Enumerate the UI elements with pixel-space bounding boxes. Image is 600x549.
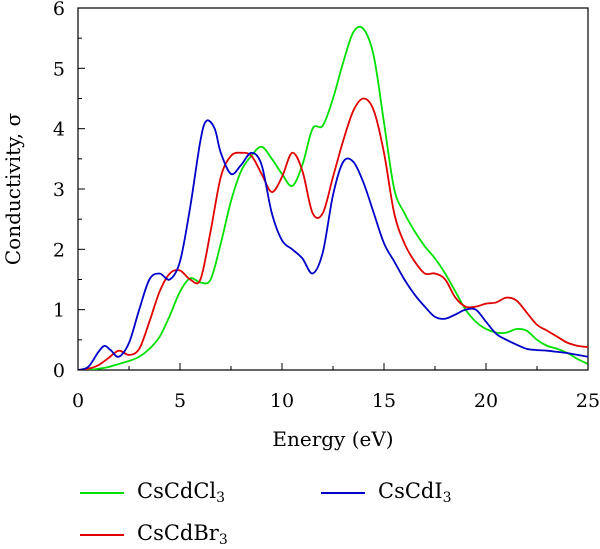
legend-item-cscdbr3: CsCdBr3 xyxy=(80,521,228,548)
y-tick-label: 4 xyxy=(53,119,65,141)
legend-swatch-cscdbr3 xyxy=(80,533,124,536)
plot-frame xyxy=(77,7,589,371)
y-tick-label: 6 xyxy=(53,0,65,20)
series-line-cscdi3 xyxy=(78,119,588,370)
x-tick-label: 10 xyxy=(270,390,294,412)
legend-label-cscdi3: CsCdI3 xyxy=(378,479,452,506)
x-tick-label: 0 xyxy=(72,390,84,412)
x-tick-label: 20 xyxy=(474,390,498,412)
y-axis-label-text: Conductivity, σ xyxy=(1,113,25,266)
legend-swatch-cscdi3 xyxy=(321,491,365,494)
series-line-cscdcl3 xyxy=(78,25,588,370)
y-tick-label: 1 xyxy=(53,300,65,322)
x-axis-label: Energy (eV) xyxy=(272,427,393,451)
y-tick-label: 3 xyxy=(53,179,65,201)
ticks-layer: 0 5 10 15 20 25 0 1 2 3 4 5 6 xyxy=(53,0,600,412)
series-line-cscdbr3 xyxy=(78,97,588,370)
y-tick-label: 0 xyxy=(53,360,65,382)
x-tick-label: 25 xyxy=(576,390,600,412)
legend-label-cscdbr3: CsCdBr3 xyxy=(137,521,228,548)
y-tick-label: 5 xyxy=(53,58,65,80)
y-tick-label: 2 xyxy=(53,239,65,261)
legend-swatch-cscdcl3 xyxy=(80,491,124,494)
y-axis-label: Conductivity, σ xyxy=(1,113,25,266)
legend-label-cscdcl3: CsCdCl3 xyxy=(137,479,226,506)
series-layer xyxy=(78,25,588,370)
legend-item-cscdi3: CsCdI3 xyxy=(321,479,452,506)
x-tick-label: 5 xyxy=(174,390,186,412)
legend-item-cscdcl3: CsCdCl3 xyxy=(80,479,225,506)
x-tick-label: 15 xyxy=(372,390,396,412)
